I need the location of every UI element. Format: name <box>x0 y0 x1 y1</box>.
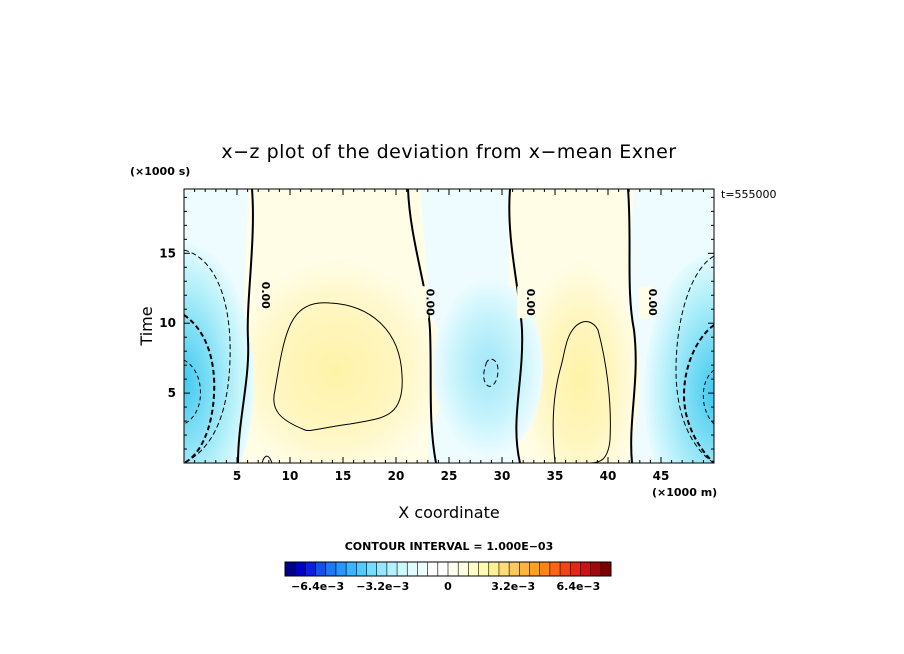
colorbar-swatch <box>468 562 479 576</box>
contour-label-bg <box>252 279 265 312</box>
colorbar-swatch <box>315 562 327 576</box>
contour-label: 0.00 <box>259 282 272 309</box>
colorbar-swatch <box>509 562 520 576</box>
axis-ticks: 5 10 15 20 25 30 35 40 45 5 10 15 <box>159 189 714 483</box>
colorbar-swatch <box>437 562 449 576</box>
colorbar-tick-label: 6.4e−3 <box>556 580 600 593</box>
colorbar-swatch <box>366 562 377 576</box>
colorbar-swatch <box>478 562 490 576</box>
colorbar-swatch <box>448 562 459 576</box>
colorbar-swatch <box>386 562 398 576</box>
x-tick-label: 10 <box>282 469 299 483</box>
plot-area: 0.00 0.00 0.00 0.00 <box>184 189 714 463</box>
positive-contour-right <box>552 321 611 463</box>
colorbar-swatch <box>356 562 367 576</box>
x-tick-label: 25 <box>441 469 458 483</box>
colorbar-tick-label: −6.4e−3 <box>291 580 344 593</box>
contour-label-bg <box>517 286 530 319</box>
colorbar-swatch <box>498 562 510 576</box>
colorbar-swatch <box>376 562 388 576</box>
left-blue-low <box>184 242 254 463</box>
colorbar-swatch <box>285 562 296 576</box>
colorbar-swatch <box>519 562 530 576</box>
colorbar: −6.4e−3 −3.2e−3 0 3.2e−3 6.4e−3 <box>284 561 612 593</box>
colorbar-swatch <box>590 562 602 576</box>
colorbar-swatch <box>488 562 500 576</box>
negative-contour-right-1 <box>675 255 714 463</box>
colorbar-tick-label: −3.2e−3 <box>356 580 409 593</box>
colorbar-tick-label: 0 <box>444 580 452 593</box>
chart-title: x−z plot of the deviation from x−mean Ex… <box>221 141 676 163</box>
y-tick-label: 15 <box>159 246 176 260</box>
colorbar-swatch <box>529 562 540 576</box>
x-unit-label: (×1000 m) <box>652 486 717 499</box>
contour-label: 0.00 <box>424 289 437 316</box>
zero-contour-1 <box>237 189 254 463</box>
negative-contour-left-1 <box>184 249 231 463</box>
time-stamp: t=555000 <box>721 188 777 201</box>
colorbar-swatch <box>549 562 561 576</box>
positive-contour-small <box>261 455 273 463</box>
x-tick-label: 15 <box>335 469 352 483</box>
x-tick-label: 35 <box>547 469 564 483</box>
y-tick-label: 5 <box>168 386 176 400</box>
contour-label-bg <box>639 286 652 319</box>
colorbar-swatch <box>397 562 408 576</box>
colorbar-frame <box>284 561 612 577</box>
colorbar-swatch <box>570 562 581 576</box>
colorbar-swatch <box>458 562 469 576</box>
x-tick-label: 30 <box>494 469 511 483</box>
contour-label-bg <box>416 286 429 319</box>
contour-interval-text: CONTOUR INTERVAL = 1.000E−03 <box>345 540 554 553</box>
negative-contour-right-3 <box>702 369 714 425</box>
colorbar-swatch <box>560 562 571 576</box>
positive-contour-warm <box>273 302 403 431</box>
x-tick-label: 20 <box>388 469 405 483</box>
colorbar-swatch <box>600 562 612 576</box>
x-axis-label: X coordinate <box>398 503 499 522</box>
contour-label: 0.00 <box>524 289 537 316</box>
small-cool-region <box>433 278 543 458</box>
colorbar-swatch <box>407 562 418 576</box>
y-unit-label: (×1000 s) <box>130 165 190 178</box>
colorbar-swatch <box>539 562 551 576</box>
right-blue-low <box>644 252 714 463</box>
negative-contour-left-2 <box>184 314 216 463</box>
colorbar-swatch <box>427 562 439 576</box>
zero-contour-4 <box>627 189 637 463</box>
x-tick-label: 45 <box>653 469 670 483</box>
colorbar-swatch <box>305 562 316 576</box>
colorbar-swatch <box>580 562 591 576</box>
colorbar-swatch <box>325 562 337 576</box>
y-axis-label: Time <box>137 306 156 346</box>
zero-contour-2 <box>407 189 437 463</box>
x-tick-label: 5 <box>233 469 241 483</box>
zero-contour-3 <box>508 189 524 463</box>
contour-label: 0.00 <box>646 289 659 316</box>
colorbar-swatch <box>335 562 347 576</box>
colorbar-swatch <box>295 562 306 576</box>
negative-contour-left-3 <box>184 359 201 425</box>
x-tick-label: 40 <box>600 469 617 483</box>
contour-labels: 0.00 0.00 0.00 0.00 <box>252 279 659 319</box>
negative-contour-small-cool <box>483 358 499 387</box>
colorbar-swatch <box>417 562 428 576</box>
colorbar-tick-label: 3.2e−3 <box>491 580 535 593</box>
colorbar-swatch <box>346 562 357 576</box>
y-tick-label: 10 <box>159 316 176 330</box>
